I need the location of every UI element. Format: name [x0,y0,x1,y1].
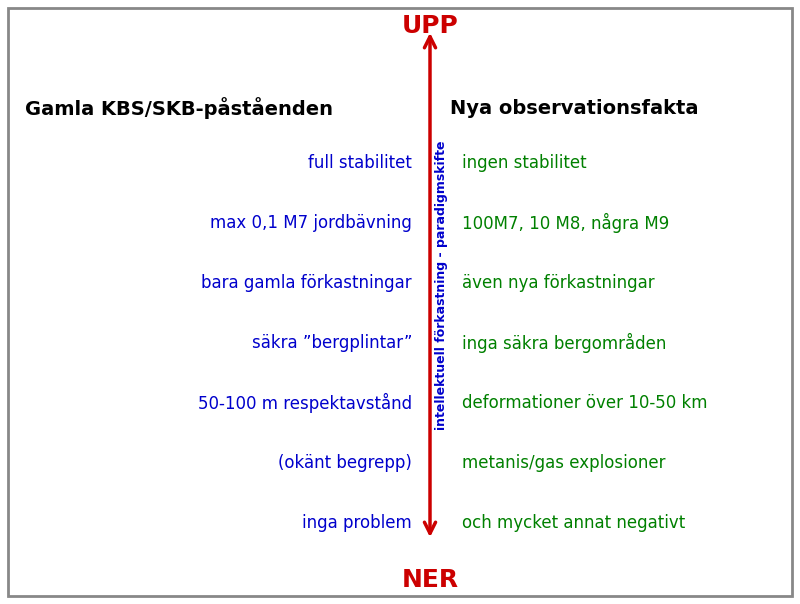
Text: metanis/gas explosioner: metanis/gas explosioner [462,454,666,472]
Text: ingen stabilitet: ingen stabilitet [462,154,586,172]
Text: säkra ”bergplintar”: säkra ”bergplintar” [251,334,412,352]
Text: Nya observationsfakta: Nya observationsfakta [450,98,698,118]
Text: Gamla KBS/SKB-påståenden: Gamla KBS/SKB-påståenden [25,97,333,119]
Text: max 0,1 M7 jordbävning: max 0,1 M7 jordbävning [210,214,412,232]
Text: och mycket annat negativt: och mycket annat negativt [462,514,686,532]
Text: 100M7, 10 M8, några M9: 100M7, 10 M8, några M9 [462,213,670,233]
Text: 50-100 m respektavstånd: 50-100 m respektavstånd [198,393,412,413]
Text: intellektuell förkastning - paradigmskifte: intellektuell förkastning - paradigmskif… [435,140,449,430]
Text: UPP: UPP [402,14,458,38]
Text: inga problem: inga problem [302,514,412,532]
Text: NER: NER [402,568,458,592]
Text: (okänt begrepp): (okänt begrepp) [278,454,412,472]
Text: full stabilitet: full stabilitet [308,154,412,172]
Text: även nya förkastningar: även nya förkastningar [462,274,654,292]
Text: deformationer över 10-50 km: deformationer över 10-50 km [462,394,707,412]
Text: bara gamla förkastningar: bara gamla förkastningar [202,274,412,292]
Text: inga säkra bergområden: inga säkra bergområden [462,333,666,353]
